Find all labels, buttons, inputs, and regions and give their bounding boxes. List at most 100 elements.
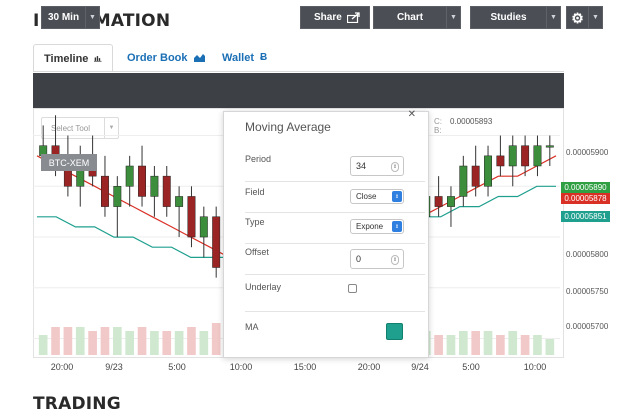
candle-body (212, 216, 221, 268)
share-button[interactable]: Share (300, 6, 370, 29)
x-axis-label: 5:00 (462, 362, 480, 372)
field-value: Close (356, 192, 377, 201)
x-axis-label: 9/23 (105, 362, 123, 372)
chevron-down-icon: ▼ (546, 7, 560, 28)
moving-average-dialog: Moving Average ✕ Period 34 ⇕ Field Close… (223, 109, 429, 358)
candle-body (125, 165, 134, 187)
candle-body (434, 196, 443, 207)
type-value: Expone (356, 222, 384, 231)
divider (245, 212, 425, 213)
volume-bar (38, 335, 48, 355)
divider (245, 243, 425, 244)
divider (245, 274, 425, 275)
area-chart-icon (193, 54, 205, 62)
bitcoin-icon: Ƀ (260, 52, 268, 63)
volume-bar (458, 331, 468, 355)
divider (245, 181, 425, 182)
interval-dropdown[interactable]: 30 Min ▼ (41, 6, 100, 29)
symbol-tag: BTC-XEM (41, 154, 97, 171)
volume-bar (88, 331, 97, 355)
ma-color-swatch[interactable] (386, 323, 403, 340)
y-axis-label: 0.00005750 (566, 287, 609, 296)
x-axis-label: 9/24 (411, 362, 429, 372)
settings-dropdown[interactable]: ⚙ ▼ (566, 6, 603, 29)
candle-body (175, 196, 184, 207)
tab-timeline[interactable]: Timeline (33, 44, 113, 72)
volume-bar (125, 331, 135, 355)
volume-bar (75, 327, 85, 355)
trading-heading: TRADING (33, 394, 121, 411)
stepper-icon[interactable]: ⇕ (391, 255, 399, 265)
stepper-icon[interactable]: ⇕ (391, 162, 399, 172)
volume-bar (471, 331, 481, 355)
volume-bar (137, 327, 147, 355)
price-tag-ma-teal: 0.00005851 (561, 211, 610, 222)
volume-bar (211, 323, 221, 355)
candle-body (545, 145, 554, 148)
underlay-label: Underlay (245, 282, 282, 292)
tab-timeline-label: Timeline (44, 52, 89, 65)
candle-body (447, 196, 455, 207)
volume-bar (533, 335, 542, 355)
type-label: Type (245, 217, 265, 227)
tab-wallet[interactable]: Wallet Ƀ (212, 44, 277, 71)
chevron-down-icon: ▼ (104, 118, 118, 138)
select-arrows-icon: ⇕ (392, 221, 402, 232)
volume-bar (483, 331, 493, 355)
x-axis-label: 10:00 (523, 362, 547, 372)
chevron-down-icon: ▼ (446, 7, 460, 28)
period-input[interactable]: 34 ⇕ (350, 156, 404, 176)
volume-bar (51, 327, 60, 355)
tab-wallet-label: Wallet (222, 51, 254, 64)
studies-label: Studies (490, 12, 527, 23)
chart-dropdown[interactable]: Chart ▼ (373, 6, 461, 29)
volume-bar (63, 327, 73, 355)
offset-label: Offset (245, 247, 269, 257)
candle-body (138, 165, 146, 197)
volume-bar (162, 331, 172, 355)
field-select[interactable]: Close ⇕ (350, 189, 404, 204)
candle-body (113, 186, 122, 207)
offset-input[interactable]: 0 ⇕ (350, 249, 404, 269)
volume-bar (199, 331, 209, 355)
period-label: Period (245, 154, 272, 164)
candle-body (187, 196, 196, 238)
share-label: Share (314, 12, 342, 23)
y-axis-label: 0.00005700 (566, 322, 609, 331)
divider (245, 311, 425, 312)
chart-label: Chart (396, 12, 424, 23)
close-prefix: C: (434, 117, 442, 126)
candle-body (471, 165, 480, 187)
close-icon[interactable]: ✕ (407, 109, 416, 120)
candle-body (508, 145, 517, 167)
volume-bar (112, 327, 122, 355)
chevron-down-icon: ▼ (85, 7, 99, 28)
bid-prefix: B: (434, 126, 442, 135)
candle-body (484, 155, 492, 187)
type-select[interactable]: Expone ⇕ (350, 219, 404, 234)
studies-dropdown[interactable]: Studies ▼ (470, 6, 561, 29)
field-label: Field (245, 187, 265, 197)
select-tool-dropdown[interactable]: Select Tool ▼ (41, 117, 119, 139)
candle-body (459, 165, 468, 197)
tab-order-book[interactable]: Order Book (117, 44, 215, 71)
x-axis-label: 5:00 (168, 362, 186, 372)
price-tag-last: 0.00005890 (561, 182, 610, 193)
tab-divider (33, 71, 564, 72)
candle-body (162, 175, 171, 207)
volume-bar (434, 335, 443, 355)
candle-body (150, 175, 159, 197)
candle-body (496, 155, 505, 167)
share-icon (347, 12, 360, 23)
candle-body (521, 145, 530, 167)
volume-bar (520, 335, 530, 355)
volume-bar (187, 327, 196, 355)
select-tool-label: Select Tool (51, 123, 90, 133)
underlay-checkbox[interactable] (348, 284, 357, 293)
x-axis-label: 20:00 (357, 362, 381, 372)
volume-bar (100, 327, 110, 355)
volume-bar (174, 331, 184, 355)
chevron-down-icon: ▼ (588, 7, 602, 28)
chart-toolbar (33, 73, 564, 108)
